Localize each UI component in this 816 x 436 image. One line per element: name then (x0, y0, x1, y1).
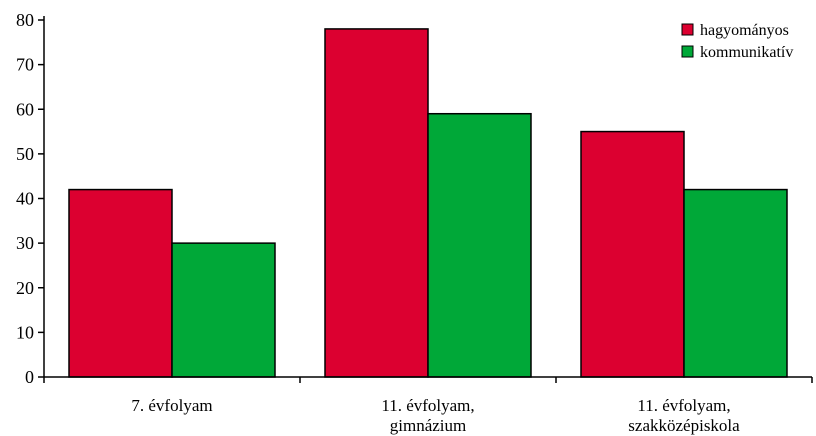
legend-swatch-1 (681, 45, 694, 58)
axes-group: 0 10 20 30 40 50 60 70 80 7. évfolyam 11. évfolyam… (16, 10, 813, 435)
bar-kommunikativ-2 (683, 188, 788, 378)
y-tick-label: 20 (16, 278, 34, 298)
legend-label-0: hagyományos (700, 22, 789, 39)
legend: hagyományos kommunikatív (681, 22, 793, 61)
category-label: 11. évfolyam, (637, 396, 730, 415)
y-tick-label: 50 (16, 144, 34, 164)
bar-kommunikativ-0 (171, 242, 276, 378)
y-tick-label: 40 (16, 189, 34, 209)
y-tick-label: 60 (16, 99, 34, 119)
y-tick-label: 70 (16, 55, 34, 75)
bars-group (68, 28, 788, 378)
y-tick-label: 0 (25, 367, 34, 387)
y-tick-label: 10 (16, 322, 34, 342)
category-label: 11. évfolyam, (381, 396, 474, 415)
category-label: 7. évfolyam (131, 396, 212, 415)
legend-swatch-0 (681, 23, 694, 36)
bar-kommunikativ-1 (427, 112, 532, 378)
legend-label-1: kommunikatív (700, 44, 793, 61)
y-tick-label: 30 (16, 233, 34, 253)
bar-hagyomanyos-2 (580, 130, 685, 378)
category-label: gimnázium (390, 416, 466, 435)
bar-hagyomanyos-1 (324, 28, 429, 378)
y-tick-label: 80 (16, 10, 34, 30)
category-label: szakközépiskola (628, 416, 740, 435)
bar-hagyomanyos-0 (68, 188, 173, 378)
